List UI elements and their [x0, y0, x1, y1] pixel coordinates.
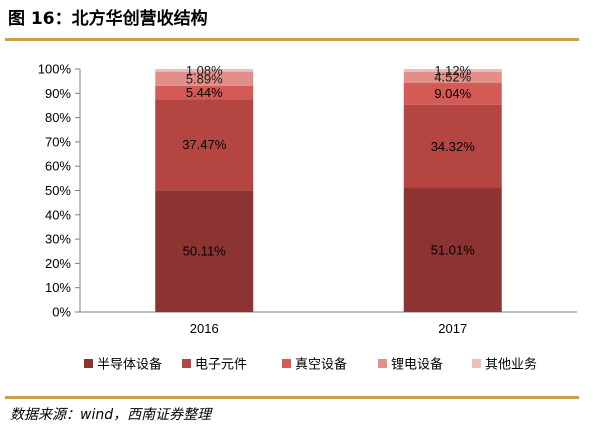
y-tick-label: 20%: [45, 256, 71, 271]
bar-segment-1: [403, 188, 502, 312]
x-tick-label: 2017: [438, 321, 467, 336]
source-note: 数据来源：wind，西南证券整理: [10, 407, 212, 423]
bar-segment-3: [155, 85, 254, 100]
y-tick-label: 80%: [45, 110, 71, 125]
bar-segment-5: [403, 68, 502, 72]
bar-segment-4: [403, 71, 502, 83]
legend-swatch: [182, 359, 191, 368]
stacked-bar-chart: 0% 10% 20% 30% 40% 50% 60% 70% 80% 90% 100% 50.11% 3…: [38, 62, 577, 372]
bar-segment-1: [155, 190, 254, 312]
y-tick-label: 60%: [45, 159, 71, 174]
legend-label: 锂电设备: [391, 357, 443, 372]
legend-swatch: [378, 359, 387, 368]
y-tick-label: 30%: [45, 232, 71, 247]
y-tick-label: 50%: [45, 183, 71, 198]
bar-segment-2: [403, 104, 502, 189]
legend-label: 半导体设备: [97, 357, 162, 372]
top-divider: [5, 38, 579, 41]
legend-swatch: [84, 359, 93, 368]
legend-label: 其他业务: [485, 357, 537, 372]
y-tick-label: 100%: [38, 62, 72, 77]
data-label: 1.08%: [186, 63, 223, 78]
legend-swatch: [282, 359, 291, 368]
bar-segment-3: [403, 82, 502, 105]
y-tick-label: 10%: [45, 280, 71, 295]
x-tick-label: 2016: [190, 321, 219, 336]
y-tick-label: 70%: [45, 134, 71, 149]
y-tick-label: 90%: [45, 86, 71, 101]
bottom-divider: [5, 396, 579, 399]
bar-segment-5: [155, 69, 254, 72]
bar-segment-2: [155, 99, 254, 191]
legend-swatch: [472, 359, 481, 368]
data-label: 51.01%: [431, 243, 476, 258]
chart-title: 图 16：北方华创营收结构: [8, 9, 208, 29]
data-label: 9.04%: [434, 86, 471, 101]
data-label: 5.44%: [186, 85, 223, 100]
data-label: 37.47%: [182, 137, 227, 152]
legend-label: 真空设备: [295, 357, 347, 372]
data-label: 1.12%: [434, 63, 471, 78]
y-tick-label: 0%: [52, 305, 71, 320]
data-label: 50.11%: [183, 244, 227, 259]
y-tick-label: 40%: [45, 207, 71, 222]
legend-label: 电子元件: [195, 357, 247, 372]
data-label: 4.52%: [434, 70, 471, 85]
data-label: 5.89%: [186, 71, 223, 86]
bar-segment-4: [155, 71, 254, 86]
data-label: 34.32%: [431, 139, 476, 154]
